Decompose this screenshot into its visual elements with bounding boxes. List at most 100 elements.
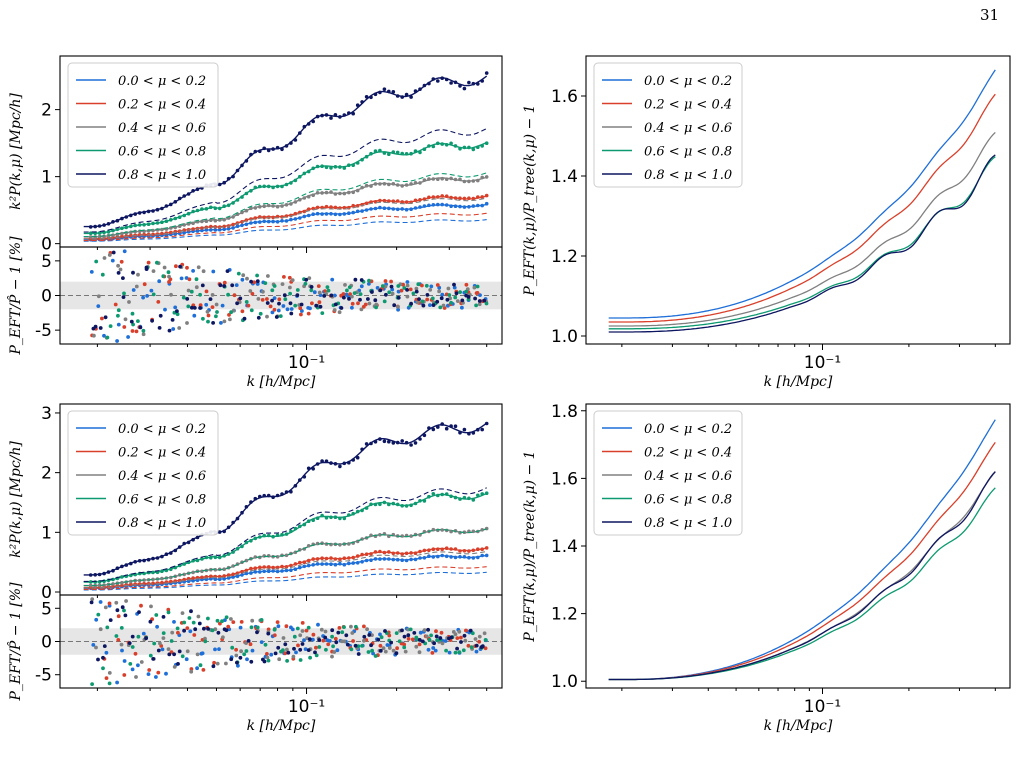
data-point [93,224,97,229]
residual-point [191,620,196,625]
data-point [293,138,298,142]
data-point [364,552,369,556]
residual-point [434,629,438,634]
residual-point [311,632,316,637]
data-point [262,219,267,224]
residual-point [447,293,452,297]
data-point [280,492,284,496]
residual-point [439,296,444,301]
top-left-residual-ytick-label: 0 [41,287,52,307]
residual-point [462,633,467,638]
residual-point [151,269,156,273]
data-point [258,184,262,189]
data-point [253,570,258,574]
data-point [382,550,387,555]
data-point [400,95,405,99]
residual-point [259,640,264,644]
top-right-ratio-xtick-label: 10⁻¹ [804,353,841,373]
data-point [320,191,324,195]
top-left-residual-ytick-label: 5 [41,252,52,272]
residual-point [350,305,354,310]
residual-point [218,283,223,288]
data-point [387,89,391,94]
residual-point [189,609,193,614]
data-point [347,542,351,546]
residual-point [156,300,161,304]
top-left-power-series-1 [83,193,489,242]
residual-point [227,313,231,317]
residual-point [134,329,139,334]
residual-point [422,628,427,633]
data-point [427,203,431,208]
residual-point [122,659,127,663]
residual-point [242,652,247,657]
data-point [391,501,396,506]
data-point [302,564,307,569]
data-point [409,557,413,562]
data-point [298,560,302,565]
residual-point [102,333,106,338]
top-left-power-series-4 [83,71,489,233]
tree-curve [83,571,487,591]
data-point [97,572,102,577]
data-point [249,189,253,193]
residual-point [314,645,318,650]
data-point [249,539,253,543]
residual-point [405,294,410,299]
residual-point [421,303,426,308]
residual-point [134,675,138,679]
residual-point [170,318,175,322]
residual-point [238,625,243,630]
data-point [222,554,226,558]
top-left-residual-xtick-label: 10⁻¹ [288,353,325,373]
data-point [275,145,280,150]
data-point [191,221,195,226]
residual-point [463,638,468,643]
data-point [453,547,458,551]
residual-point [449,635,454,640]
residual-point [89,600,94,605]
residual-point [405,280,410,284]
residual-point [402,645,407,650]
data-point [253,496,258,501]
data-point [471,147,476,152]
residual-point [194,285,199,290]
data-point [262,204,267,209]
residual-point [265,314,269,319]
residual-point [277,301,281,306]
residual-point [89,270,94,274]
data-point [226,203,231,208]
data-point [320,562,324,566]
data-point [373,550,378,554]
data-point [195,535,200,540]
data-point [364,208,369,212]
residual-point [180,611,185,615]
data-point [235,198,240,202]
data-point [404,504,409,508]
residual-point [453,650,458,655]
data-point [266,554,271,558]
residual-point [189,667,194,671]
residual-point [384,292,388,297]
data-point [404,200,409,204]
data-point [347,556,351,560]
residual-point [302,638,306,643]
data-point [382,198,387,203]
residual-point [272,296,277,300]
residual-point [417,638,422,642]
data-point [271,534,275,539]
residual-point [449,300,453,305]
data-point [231,226,235,230]
residual-point [250,618,255,623]
residual-point [157,279,162,284]
residual-point [345,288,349,293]
residual-point [107,253,112,257]
residual-point [299,312,303,317]
data-point [471,556,476,560]
data-point [320,556,324,560]
residual-point [383,279,388,283]
data-point [422,499,427,503]
residual-point [389,279,393,284]
residual-point [116,263,120,268]
residual-point [444,648,448,653]
